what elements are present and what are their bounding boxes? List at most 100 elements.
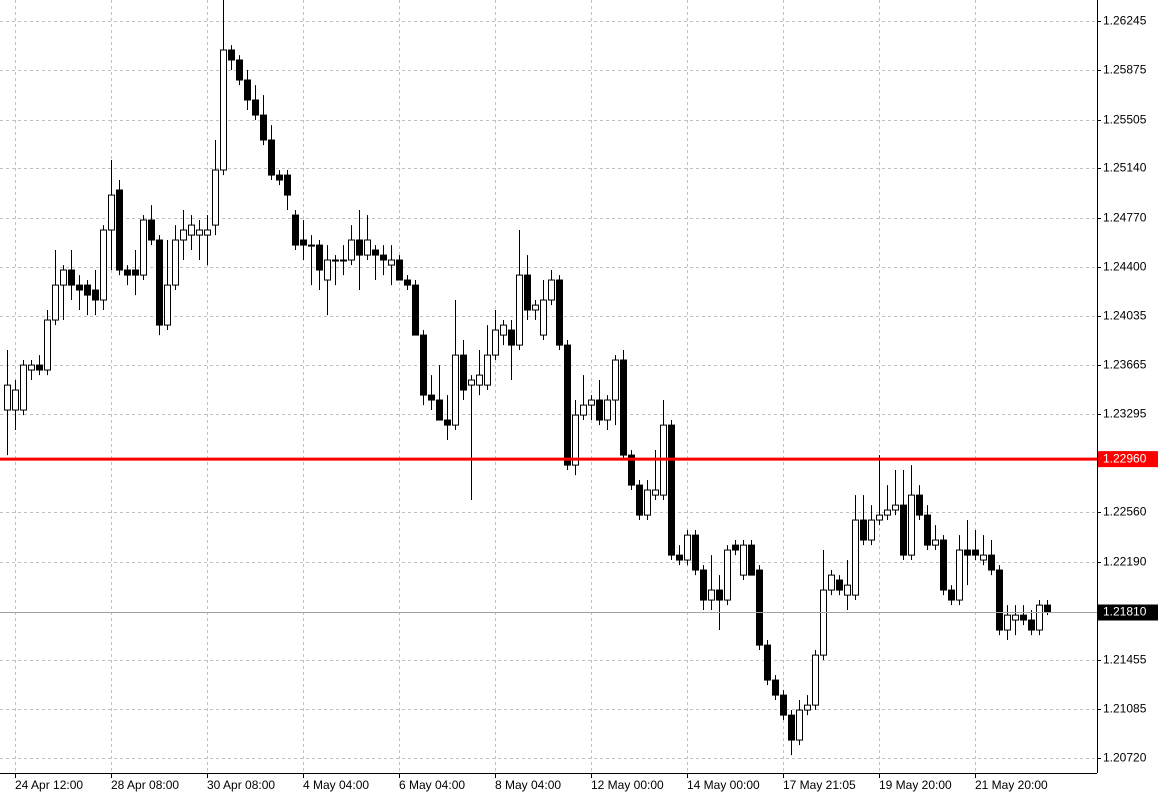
candle-body	[500, 324, 507, 336]
candle-body	[764, 644, 771, 681]
candle-body	[428, 394, 435, 401]
candle-body	[788, 714, 795, 741]
candle-body	[596, 399, 603, 421]
candle-body	[140, 219, 147, 276]
candle-body	[732, 544, 739, 551]
last-price-box	[1098, 604, 1158, 621]
candle-body	[668, 424, 675, 556]
candle-body	[876, 514, 883, 521]
candle-body	[1012, 614, 1019, 621]
candle-body	[308, 244, 315, 247]
y-tick-label: 1.22560	[1103, 505, 1147, 519]
candle-body	[236, 59, 243, 81]
y-tick-label: 1.23295	[1103, 407, 1147, 421]
candle-body	[348, 239, 355, 261]
candle-body	[564, 344, 571, 466]
candle-body	[836, 579, 843, 591]
candle-body	[532, 304, 539, 311]
candle-body	[948, 589, 955, 601]
candle-body	[620, 359, 627, 456]
x-tick-label: 19 May 20:00	[879, 778, 952, 792]
candle-body	[28, 364, 35, 371]
candle-body	[1004, 614, 1011, 631]
candle-body	[508, 329, 515, 346]
candle-body	[220, 49, 227, 171]
x-tick-label: 4 May 04:00	[303, 778, 369, 792]
y-tick-label: 1.24400	[1103, 260, 1147, 274]
candle-body	[924, 514, 931, 546]
candle-body	[700, 569, 707, 601]
candle-body	[692, 534, 699, 571]
candle-body	[796, 709, 803, 741]
candle-body	[588, 399, 595, 406]
candle-body	[724, 549, 731, 601]
x-tick-label: 17 May 21:05	[783, 778, 856, 792]
candle-body	[996, 569, 1003, 631]
x-tick-label: 12 May 00:00	[591, 778, 664, 792]
candle-body	[164, 284, 171, 326]
candle-body	[252, 99, 259, 116]
y-tick-label: 1.24035	[1103, 309, 1147, 323]
candle-body	[332, 259, 339, 262]
candle-body	[748, 544, 755, 576]
y-tick-label: 1.23665	[1103, 358, 1147, 372]
candle-body	[180, 229, 187, 241]
candle-body	[524, 274, 531, 311]
candles	[4, 0, 1051, 756]
level-box	[1098, 451, 1158, 468]
candle-body	[612, 359, 619, 401]
candle-body	[212, 169, 219, 226]
candle-body	[908, 494, 915, 556]
candle-body	[684, 534, 691, 561]
candle-body	[204, 229, 211, 236]
candle-body	[412, 284, 419, 336]
candle-body	[708, 589, 715, 601]
y-tick-label: 1.21455	[1103, 653, 1147, 667]
x-tick-label: 21 May 20:00	[975, 778, 1048, 792]
y-tick-label: 1.26245	[1103, 14, 1147, 28]
candle-body	[980, 554, 987, 561]
candle-body	[956, 549, 963, 601]
y-tick-label: 1.20720	[1103, 751, 1147, 765]
grid	[0, 0, 1097, 773]
candle-body	[1020, 614, 1027, 621]
candle-body	[12, 389, 19, 411]
candle-body	[892, 504, 899, 511]
candle-body	[380, 254, 387, 261]
candle-body	[804, 704, 811, 711]
x-tick-label: 28 Apr 08:00	[111, 778, 179, 792]
candle-body	[116, 189, 123, 271]
candle-body	[228, 49, 235, 61]
candle-body	[372, 249, 379, 256]
candle-body	[468, 379, 475, 386]
candle-body	[260, 114, 267, 141]
candle-body	[1028, 619, 1035, 631]
candle-body	[132, 269, 139, 276]
candle-body	[4, 384, 11, 411]
candle-body	[676, 554, 683, 561]
candle-body	[300, 239, 307, 246]
candle-body	[716, 589, 723, 601]
candle-body	[556, 279, 563, 346]
candle-body	[756, 569, 763, 646]
candle-body	[108, 194, 115, 231]
candle-body	[644, 489, 651, 516]
candle-body	[516, 274, 523, 346]
candle-body	[572, 414, 579, 466]
candle-body	[420, 334, 427, 396]
candle-body	[124, 269, 131, 276]
candle-body	[436, 399, 443, 421]
candle-body	[548, 279, 555, 301]
candle-body	[852, 519, 859, 596]
candle-body	[92, 289, 99, 301]
level-label: 1.22960	[1103, 451, 1147, 465]
x-tick-label: 24 Apr 12:00	[15, 778, 83, 792]
y-tick-label: 1.25875	[1103, 63, 1147, 77]
candle-body	[340, 259, 347, 262]
last-price-label: 1.21810	[1103, 605, 1147, 619]
candle-body	[652, 489, 659, 496]
candle-body	[860, 519, 867, 541]
candle-body	[580, 404, 587, 416]
candle-body	[356, 239, 363, 256]
